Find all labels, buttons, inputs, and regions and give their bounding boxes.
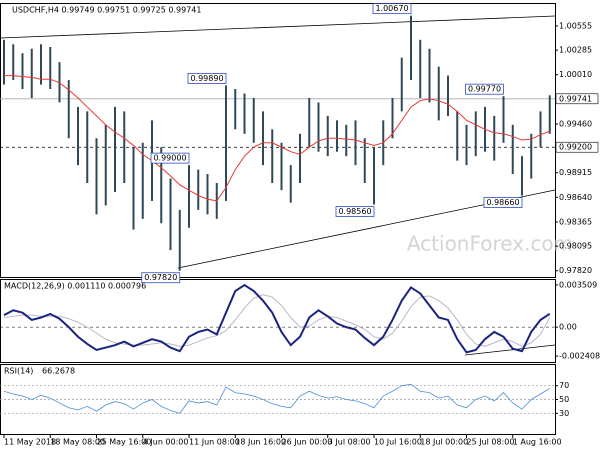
- price-frame: [0, 3, 556, 278]
- current-price-label: 0.99741: [559, 94, 592, 103]
- y-tick-label: 0.98365: [559, 217, 592, 226]
- price-box: [555, 141, 599, 153]
- y-tick-label: 0.003509: [559, 280, 597, 289]
- hline-label: 0.99200: [559, 143, 592, 152]
- annotation-label: 0.98560: [338, 207, 371, 216]
- x-tick-label: 11 Jun 08:00: [189, 438, 240, 447]
- annotation-box: [465, 83, 504, 95]
- annotation-box: [150, 152, 190, 164]
- annotation-label: 0.97820: [144, 273, 177, 282]
- x-tick-label: 11 May 2018: [4, 438, 56, 447]
- chart-title: USDCHF,H4 0.99749 0.99751 0.99725 0.9974…: [12, 6, 201, 15]
- y-tick-label: 50: [559, 395, 569, 404]
- y-tick-label: 0.00: [559, 323, 577, 332]
- y-tick-label: 70: [559, 381, 569, 390]
- x-tick-label: 18 Jul 00:00: [420, 438, 468, 447]
- annotation-label: 0.99770: [468, 85, 501, 94]
- y-tick-label: 0.97820: [559, 266, 592, 275]
- annotation-box: [187, 73, 227, 84]
- annotation-box: [141, 272, 181, 284]
- price-box: [555, 93, 599, 105]
- y-tick-label: 1.00010: [559, 70, 592, 79]
- panel-title: MACD(12,26,9) 0.001110 0.000796: [4, 282, 146, 291]
- annotation-label: 0.99890: [190, 74, 223, 83]
- plot-layer: ActionForex.com USDCHF,H4 0.99749 0.99751…: [0, 3, 600, 447]
- rsi-value: 66.2678: [42, 367, 75, 376]
- macd-trendline: [464, 344, 556, 356]
- x-tick-label: 1 Aug 16:00: [513, 438, 562, 447]
- x-tick-label: 25 May 16:00: [97, 438, 152, 447]
- x-tick-label: 4 Jun 00:00: [143, 438, 189, 447]
- annotation-label: 0.99000: [153, 154, 186, 163]
- moving-average: [4, 75, 550, 202]
- x-tick-label: 18 Jun 16:00: [235, 438, 286, 447]
- annotation-label: 0.98660: [486, 198, 519, 207]
- y-tick-label: 0.99460: [559, 119, 592, 128]
- annotation-box: [372, 3, 412, 15]
- y-tick-label: -0.002408: [559, 352, 600, 361]
- annotation-box: [335, 206, 375, 217]
- y-tick-label: 30: [559, 409, 569, 418]
- y-tick-label: 0.98095: [559, 242, 592, 251]
- signal-line: [3, 294, 551, 347]
- x-tick-label: 10 Jul 16:00: [374, 438, 422, 447]
- y-tick-label: 0.98640: [559, 193, 592, 202]
- x-tick-label: 18 May 08:00: [50, 438, 105, 447]
- x-tick-label: 3 Jul 08:00: [328, 438, 371, 447]
- annotation-label: 1.00670: [375, 4, 408, 13]
- upper-trendline: [0, 15, 556, 39]
- x-tick-label: 26 Jun 00:00: [282, 438, 333, 447]
- annotation-box: [483, 197, 523, 208]
- watermark: ActionForex.com: [407, 232, 573, 256]
- panel-title: RSI(14): [4, 367, 33, 376]
- y-tick-label: 0.98915: [559, 168, 592, 177]
- y-tick-label: 1.00555: [559, 21, 592, 30]
- macd-frame: [0, 279, 556, 363]
- rsi-line: [3, 383, 550, 414]
- macd-line: [3, 283, 551, 354]
- y-tick-label: 1.00285: [559, 46, 592, 55]
- x-tick-label: 25 Jul 08:00: [467, 438, 515, 447]
